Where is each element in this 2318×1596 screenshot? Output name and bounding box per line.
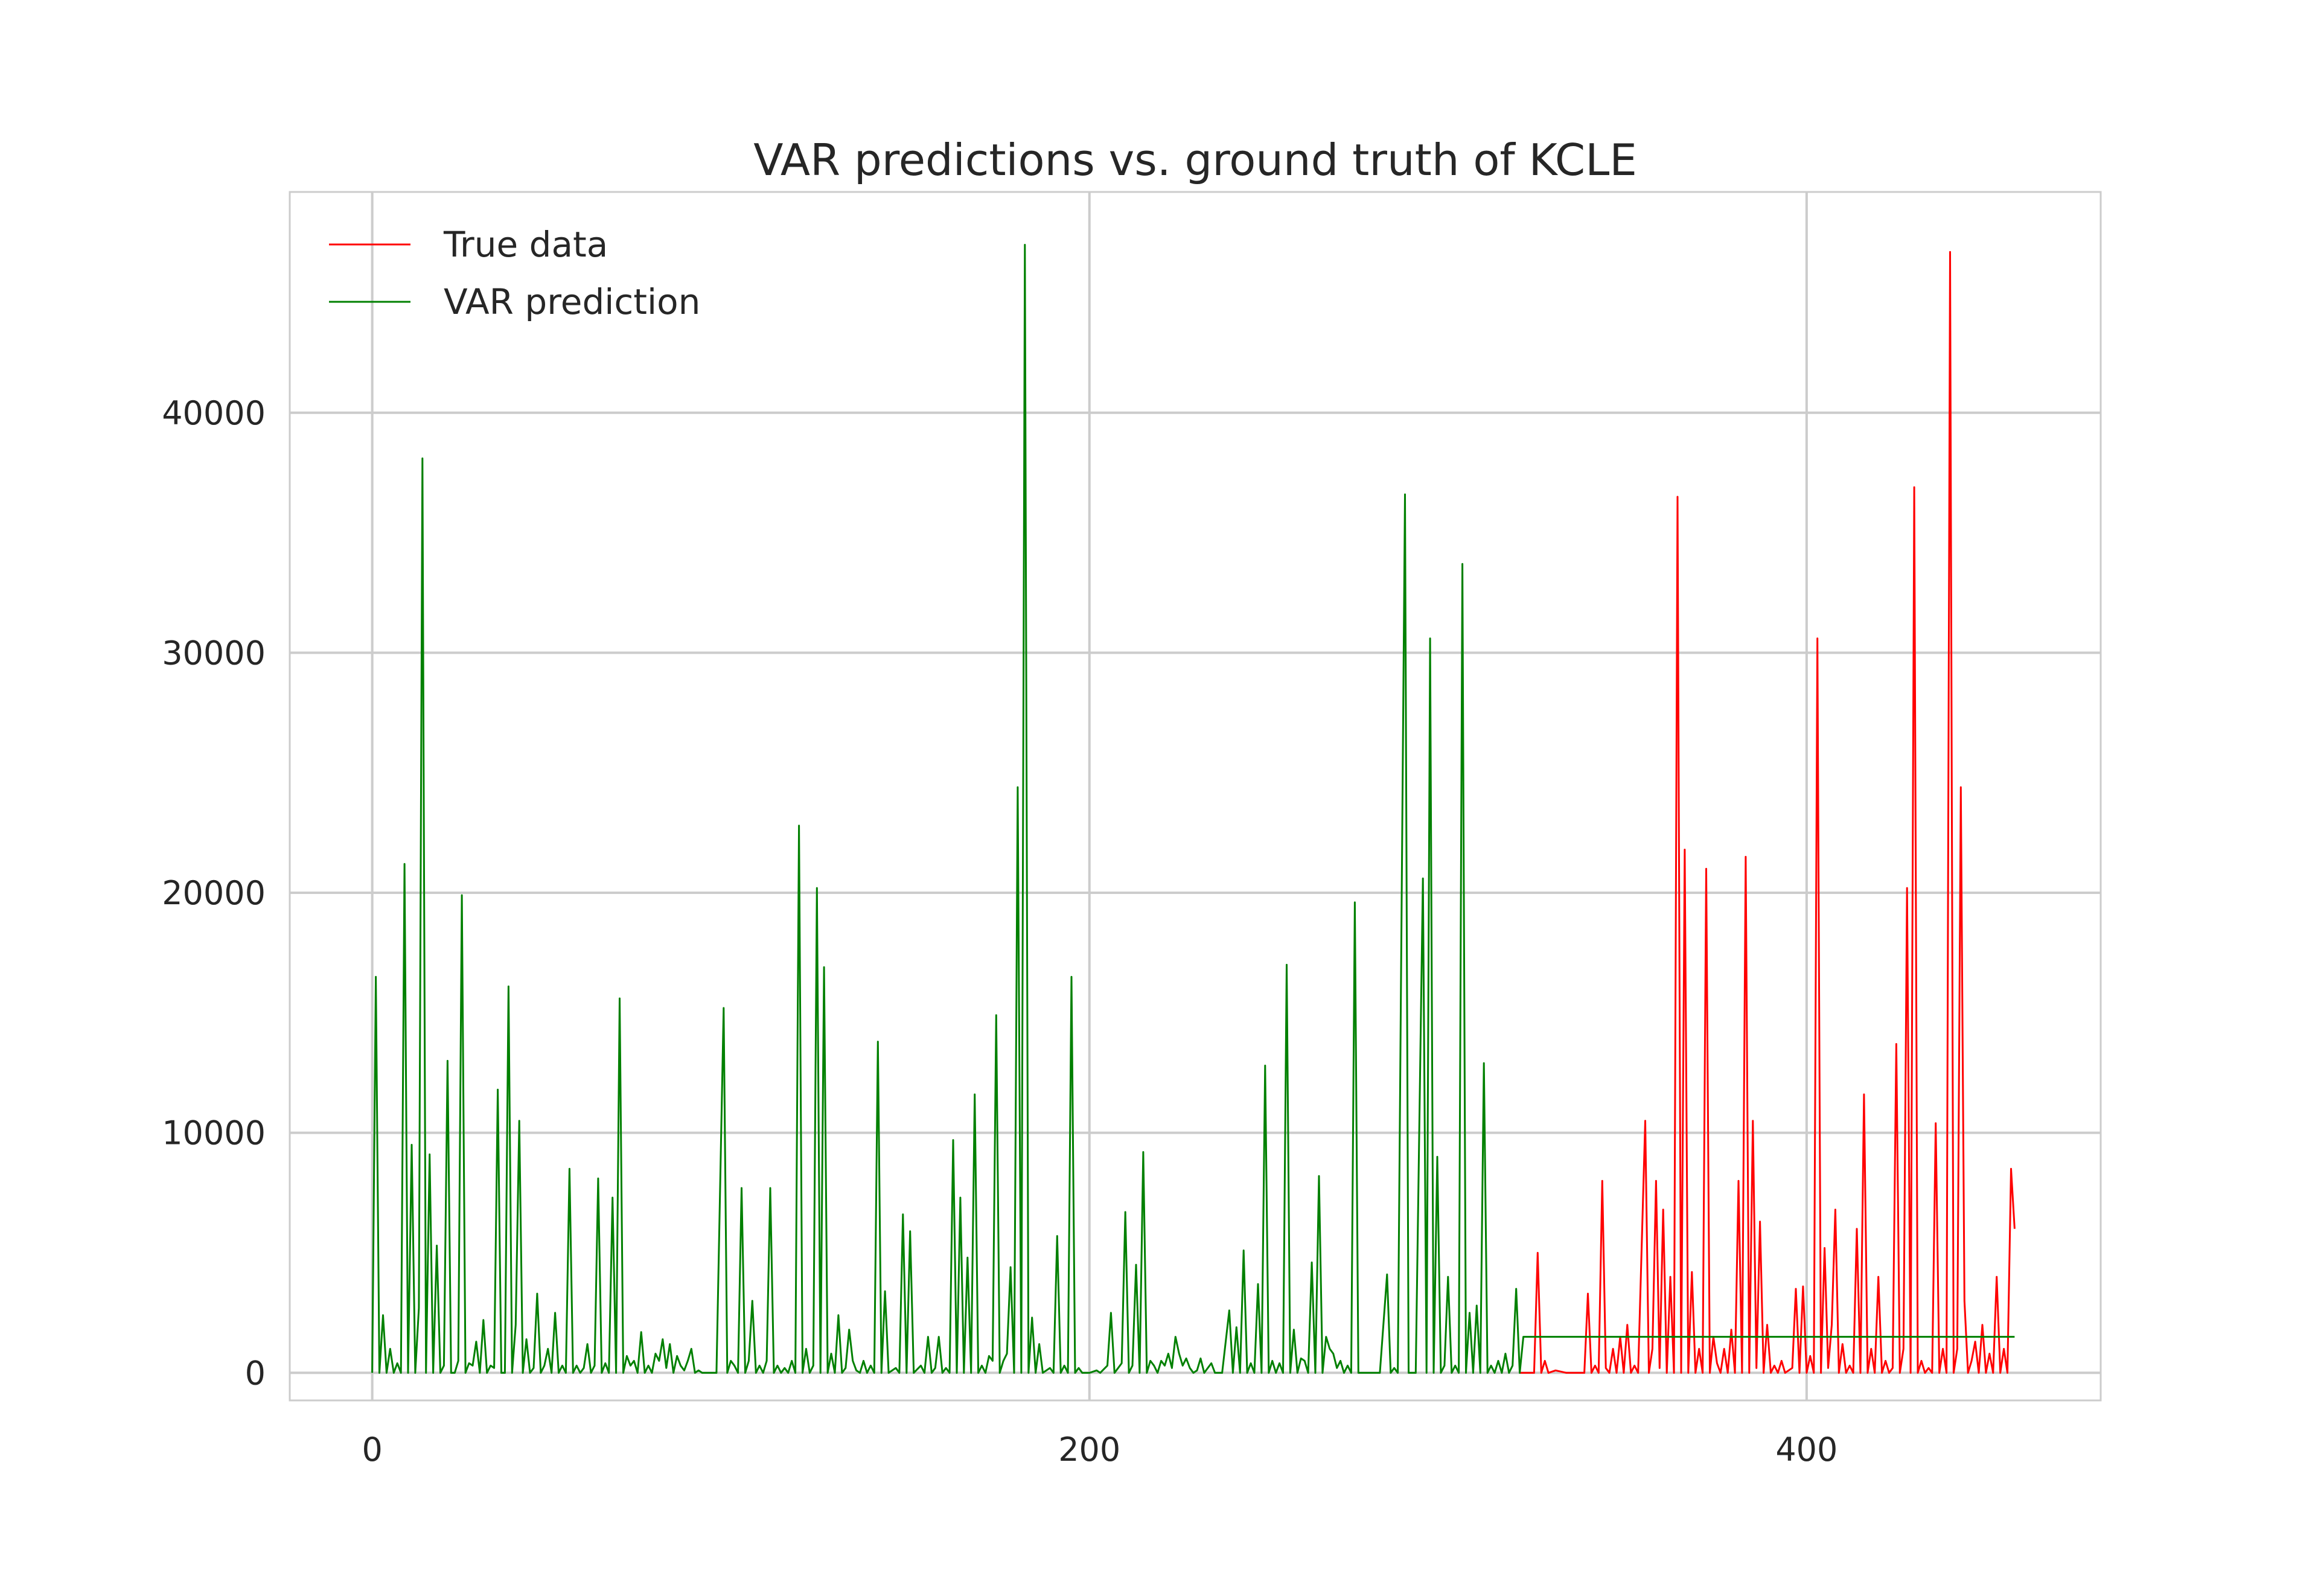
y-tick-label: 0 xyxy=(245,1354,266,1392)
tick-labels: 0200400600800010000200003000040000 xyxy=(162,394,1837,1469)
x-tick-label: 400 xyxy=(1775,1431,1837,1469)
series-layer xyxy=(371,244,2016,1374)
y-tick-label: 30000 xyxy=(162,634,266,672)
legend-label: VAR prediction xyxy=(444,281,700,322)
x-tick-label: 0 xyxy=(362,1431,382,1469)
series-line-var-prediction xyxy=(371,244,2015,1374)
plot-frame xyxy=(289,191,2102,1402)
y-tick-label: 40000 xyxy=(162,394,266,432)
y-tick-label: 10000 xyxy=(162,1114,266,1152)
legend-label: True data xyxy=(443,224,608,265)
chart-title: VAR predictions vs. ground truth of KCLE xyxy=(753,135,1637,185)
x-tick-label: 200 xyxy=(1058,1431,1120,1469)
series-line-true-data xyxy=(1519,251,2016,1374)
y-tick-label: 20000 xyxy=(162,874,266,912)
legend: True data VAR prediction xyxy=(329,224,700,322)
